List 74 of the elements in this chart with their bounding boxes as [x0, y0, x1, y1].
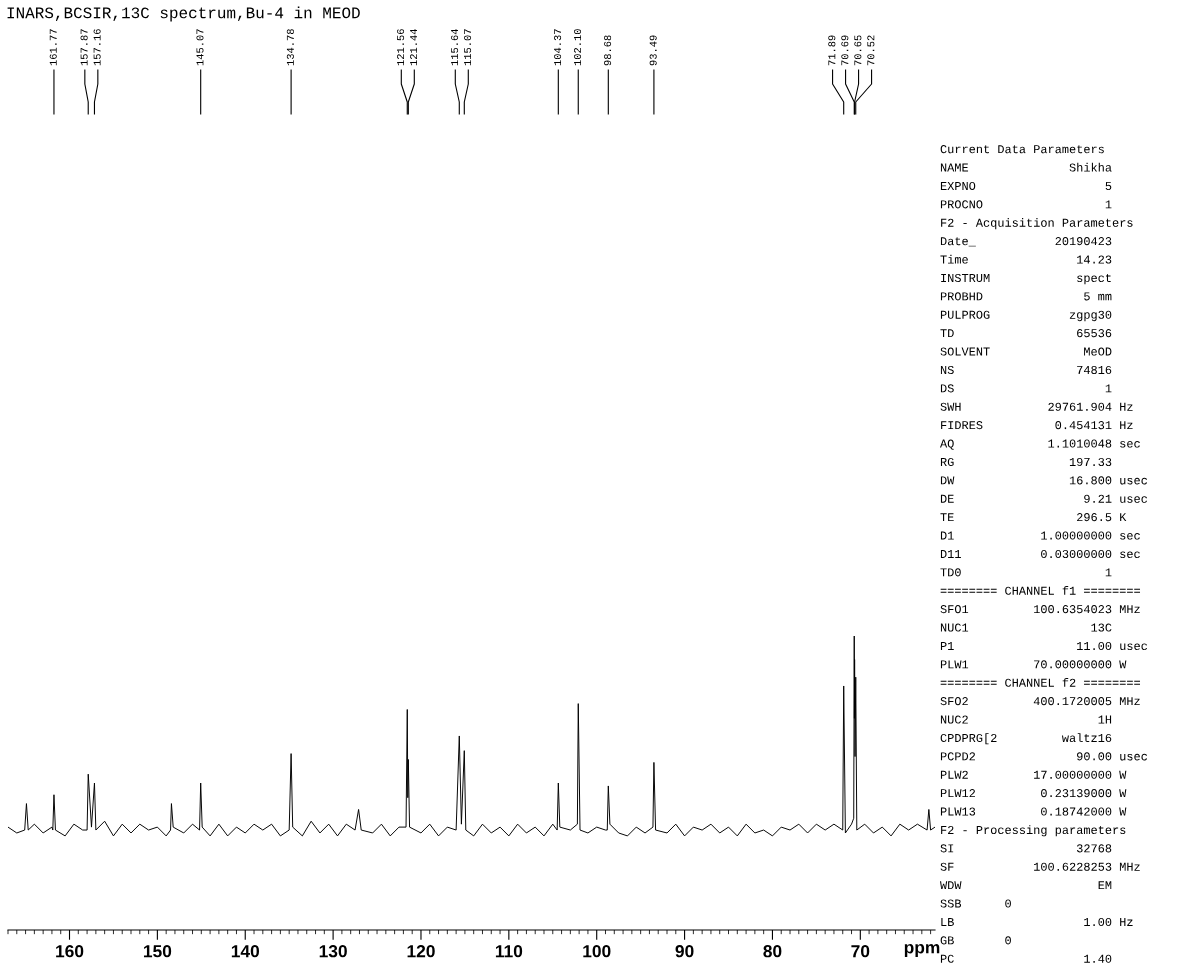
- text: DS 1: [940, 384, 1112, 393]
- text: ======== CHANNEL f1 ========: [940, 586, 1141, 595]
- text: SWH 29761.904 Hz: [940, 402, 1133, 411]
- text: SOLVENT MeOD: [940, 347, 1112, 356]
- text: WDW EM: [940, 881, 1112, 890]
- text: PLW13 0.18742000 W: [940, 807, 1127, 816]
- annotation: 115.07: [464, 29, 472, 66]
- annotation: 145.07: [196, 29, 204, 66]
- text: AQ 1.1010048 sec: [940, 439, 1140, 450]
- text: NUC2 1H: [940, 715, 1112, 724]
- text: F2 - Processing parameters: [941, 825, 1126, 837]
- text: SI 32768: [940, 844, 1112, 853]
- annotation: 93.49: [649, 35, 657, 66]
- text: PLW2 17.00000000 W: [940, 770, 1127, 779]
- text: TD0 1: [940, 568, 1112, 577]
- text: PLW12 0.23139000 W: [940, 789, 1127, 798]
- annotation: 104.37: [554, 29, 562, 66]
- text: NUC1 13C: [940, 623, 1112, 632]
- text: INSTRUM spect: [941, 273, 1111, 285]
- text: Time 14.23: [940, 254, 1112, 264]
- text: NS 74816: [940, 365, 1112, 375]
- text: PROBHD 5 mm: [940, 292, 1112, 301]
- text: PCPD2 90.00 usec: [940, 752, 1147, 761]
- text: SSB 0: [940, 899, 1011, 908]
- annotation: 161.77: [49, 29, 57, 66]
- text: Date_ 20190423: [940, 237, 1112, 247]
- text: SFO2 400.1720005 MHz: [940, 697, 1140, 706]
- text: EXPNO 5: [940, 181, 1112, 191]
- x-tick-label: 110: [495, 945, 523, 958]
- text: PLW1 70.00000000 W: [940, 660, 1127, 669]
- annotation: 121.44: [410, 29, 417, 66]
- text: D11 0.03000000 sec: [940, 549, 1140, 559]
- annotation: 121.56: [397, 29, 405, 66]
- annotation: 70.69: [841, 35, 849, 66]
- text: TE 296.5 K: [940, 513, 1127, 522]
- annotation: 157.87: [80, 29, 88, 66]
- annotation: 71.89: [828, 35, 836, 66]
- text: SFO1 100.6354023 MHz: [940, 605, 1140, 614]
- annotation: 115.64: [451, 29, 459, 66]
- text: TD 65536: [940, 329, 1112, 338]
- annotation: 157.16: [93, 29, 101, 66]
- x-tick-label: 70: [851, 945, 870, 958]
- text: GB 0: [940, 936, 1011, 945]
- text: DE 9.21 usec: [940, 494, 1147, 503]
- text: F2 - Acquisition Parameters: [941, 218, 1133, 230]
- text: PULPROG zgpg30: [940, 310, 1112, 322]
- text: P1 11.00 usec: [940, 641, 1147, 651]
- text: NAME Shikha: [940, 162, 1112, 172]
- x-tick-label: 120: [407, 945, 435, 958]
- annotation: 102.10: [573, 29, 582, 66]
- text: CPDPRG[2 waltz16: [940, 733, 1112, 745]
- text: DW 16.800 usec: [940, 476, 1147, 485]
- x-tick-label: 140: [231, 945, 260, 958]
- text: RG 197.33: [940, 457, 1112, 467]
- text: LB 1.00 Hz: [941, 917, 1133, 927]
- x-tick-label: 80: [763, 945, 782, 958]
- text: PC 1.40: [940, 954, 1112, 963]
- x-tick-label: 160: [56, 945, 84, 958]
- text: Current Data Parameters: [940, 145, 1104, 154]
- x-tick-label: 100: [583, 945, 611, 958]
- x-axis-title: ppm: [904, 943, 940, 957]
- annotation: 70.65: [854, 35, 862, 66]
- text: SF 100.6228253 MHz: [940, 862, 1140, 871]
- text: PROCNO 1: [940, 200, 1112, 209]
- annotation: 98.68: [604, 35, 612, 66]
- chart-title: INARS,BCSIR,13C spectrum,Bu-4 in MEOD: [7, 6, 360, 22]
- annotation: 70.52: [867, 35, 875, 66]
- x-tick-label: 150: [143, 945, 172, 958]
- x-tick-label: 90: [675, 945, 694, 958]
- annotation: 134.78: [286, 29, 294, 66]
- text: D1 1.00000000 sec: [940, 531, 1140, 540]
- x-tick-label: 130: [319, 945, 347, 958]
- text: FIDRES 0.454131 Hz: [941, 421, 1133, 430]
- text: ======== CHANNEL f2 ========: [940, 678, 1141, 687]
